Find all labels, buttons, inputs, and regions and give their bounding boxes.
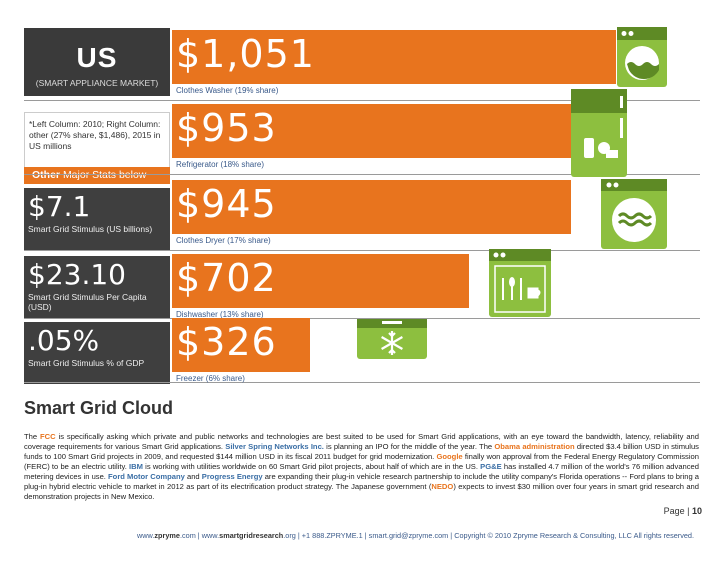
chart-bar [172, 30, 616, 84]
highlighted-entity: FCC [40, 432, 56, 441]
divider [24, 174, 700, 175]
other-prefix: Other [32, 169, 61, 181]
chart-bar-value-label: $326 [176, 320, 277, 364]
stat-box: .05% Smart Grid Stimulus % of GDP [24, 322, 170, 384]
footer-site2-prefix: www. [201, 531, 220, 540]
chart-bar [172, 318, 310, 372]
highlighted-entity: PG&E [480, 462, 502, 471]
chart-bar-value-label: $953 [176, 106, 277, 150]
chart-bar [172, 104, 575, 158]
chart-category-label: Freezer (6% share) [176, 374, 245, 383]
chart-bar [172, 254, 469, 308]
footer-phone: +1 888.ZPRYME.1 [301, 531, 363, 540]
paragraph-text: directed $3.4 billion USD in stimulus fu… [24, 442, 699, 461]
chart-category-label: Refrigerator (18% share) [176, 160, 265, 169]
section-paragraph: The FCC is specifically asking which pri… [24, 432, 699, 502]
stat-value: .05% [28, 324, 100, 357]
footer-site1[interactable]: www.zpryme.com [137, 531, 196, 540]
footer-site2-bold: smartgridresearch [219, 531, 284, 540]
footer: www.zpryme.com | www.smartgridresearch.o… [136, 531, 694, 540]
paragraph-text: is planning an IPO for the middle of the… [323, 442, 495, 451]
refrigerator-icon [571, 89, 627, 177]
chart-bar-value-label: $945 [176, 182, 277, 226]
paragraph-text: is specifically asking which private and… [24, 432, 699, 451]
chart-category-label: Clothes Washer (19% share) [176, 86, 279, 95]
divider [24, 250, 700, 251]
footer-site2-suffix: .org [283, 531, 296, 540]
footer-site1-suffix: .com [179, 531, 196, 540]
page-number-value: 10 [691, 506, 702, 516]
section-title: Smart Grid Cloud [24, 398, 174, 418]
footer-site2[interactable]: www.smartgridresearch.org [202, 531, 296, 540]
highlighted-entity: Obama administration [494, 442, 575, 451]
chart-bar-value-label: $702 [176, 256, 277, 300]
paragraph-text: is working with utilities worldwide on 6… [142, 462, 481, 471]
dryer-icon [601, 179, 667, 249]
chart-bar [172, 180, 571, 234]
paragraph-text: finally won approval from the Federal En… [24, 452, 699, 471]
footer-email[interactable]: smart.grid@zpryme.com [368, 531, 449, 540]
highlighted-entity: Google [436, 452, 463, 461]
footer-copyright: Copyright © 2010 Zpryme Research & Consu… [454, 531, 694, 540]
highlighted-entity: Ford Motor Company [108, 472, 185, 481]
stat-label: Smart Grid Stimulus Per Capita (USD) [28, 292, 147, 312]
divider [24, 318, 700, 319]
stat-value: $23.10 [28, 258, 126, 291]
highlighted-entity: NEDO [431, 482, 454, 491]
highlighted-entity: Silver Spring Networks Inc. [225, 442, 324, 451]
region-title-box: US (SMART APPLIANCE MARKET) [24, 28, 170, 96]
footer-site1-prefix: www. [136, 531, 155, 540]
page-number: Page | 10 [663, 506, 702, 516]
paragraph-text: and [184, 472, 202, 481]
divider [24, 382, 700, 383]
washer-icon [617, 27, 667, 87]
region-title: US [76, 42, 118, 73]
chart-category-label: Dishwasher (13% share) [176, 310, 264, 319]
page-label: Page [663, 506, 685, 516]
region-subtitle: (SMART APPLIANCE MARKET) [35, 78, 159, 88]
footer-site1-bold: zpryme [154, 531, 180, 540]
paragraph-text: ) expects to invest $30 million over fou… [24, 482, 699, 501]
chart-category-label: Clothes Dryer (17% share) [176, 236, 271, 245]
chart-note: *Left Column: 2010; Right Column: other … [24, 112, 170, 170]
stat-label: Smart Grid Stimulus (US billions) [28, 224, 153, 234]
stat-value: $7.1 [28, 190, 91, 223]
freezer-icon [357, 319, 427, 359]
chart-bar-value-label: $1,051 [176, 32, 315, 76]
highlighted-entity: IBM [129, 462, 143, 471]
paragraph-text: are expanding their plug-in vehicle rese… [24, 472, 700, 491]
highlighted-entity: Progress Energy [201, 472, 263, 481]
dishwasher-icon [489, 249, 551, 317]
paragraph-text: has installed 4.7 million of the world's… [24, 462, 700, 481]
other-suffix: Major Stats below [62, 169, 147, 181]
other-stats-banner: Other Major Stats below [24, 167, 170, 184]
divider [24, 100, 700, 101]
stat-box: $23.10 Smart Grid Stimulus Per Capita (U… [24, 256, 170, 318]
paragraph-text: The [24, 432, 40, 441]
stat-label: Smart Grid Stimulus % of GDP [28, 358, 145, 368]
stat-box: $7.1 Smart Grid Stimulus (US billions) [24, 188, 170, 250]
